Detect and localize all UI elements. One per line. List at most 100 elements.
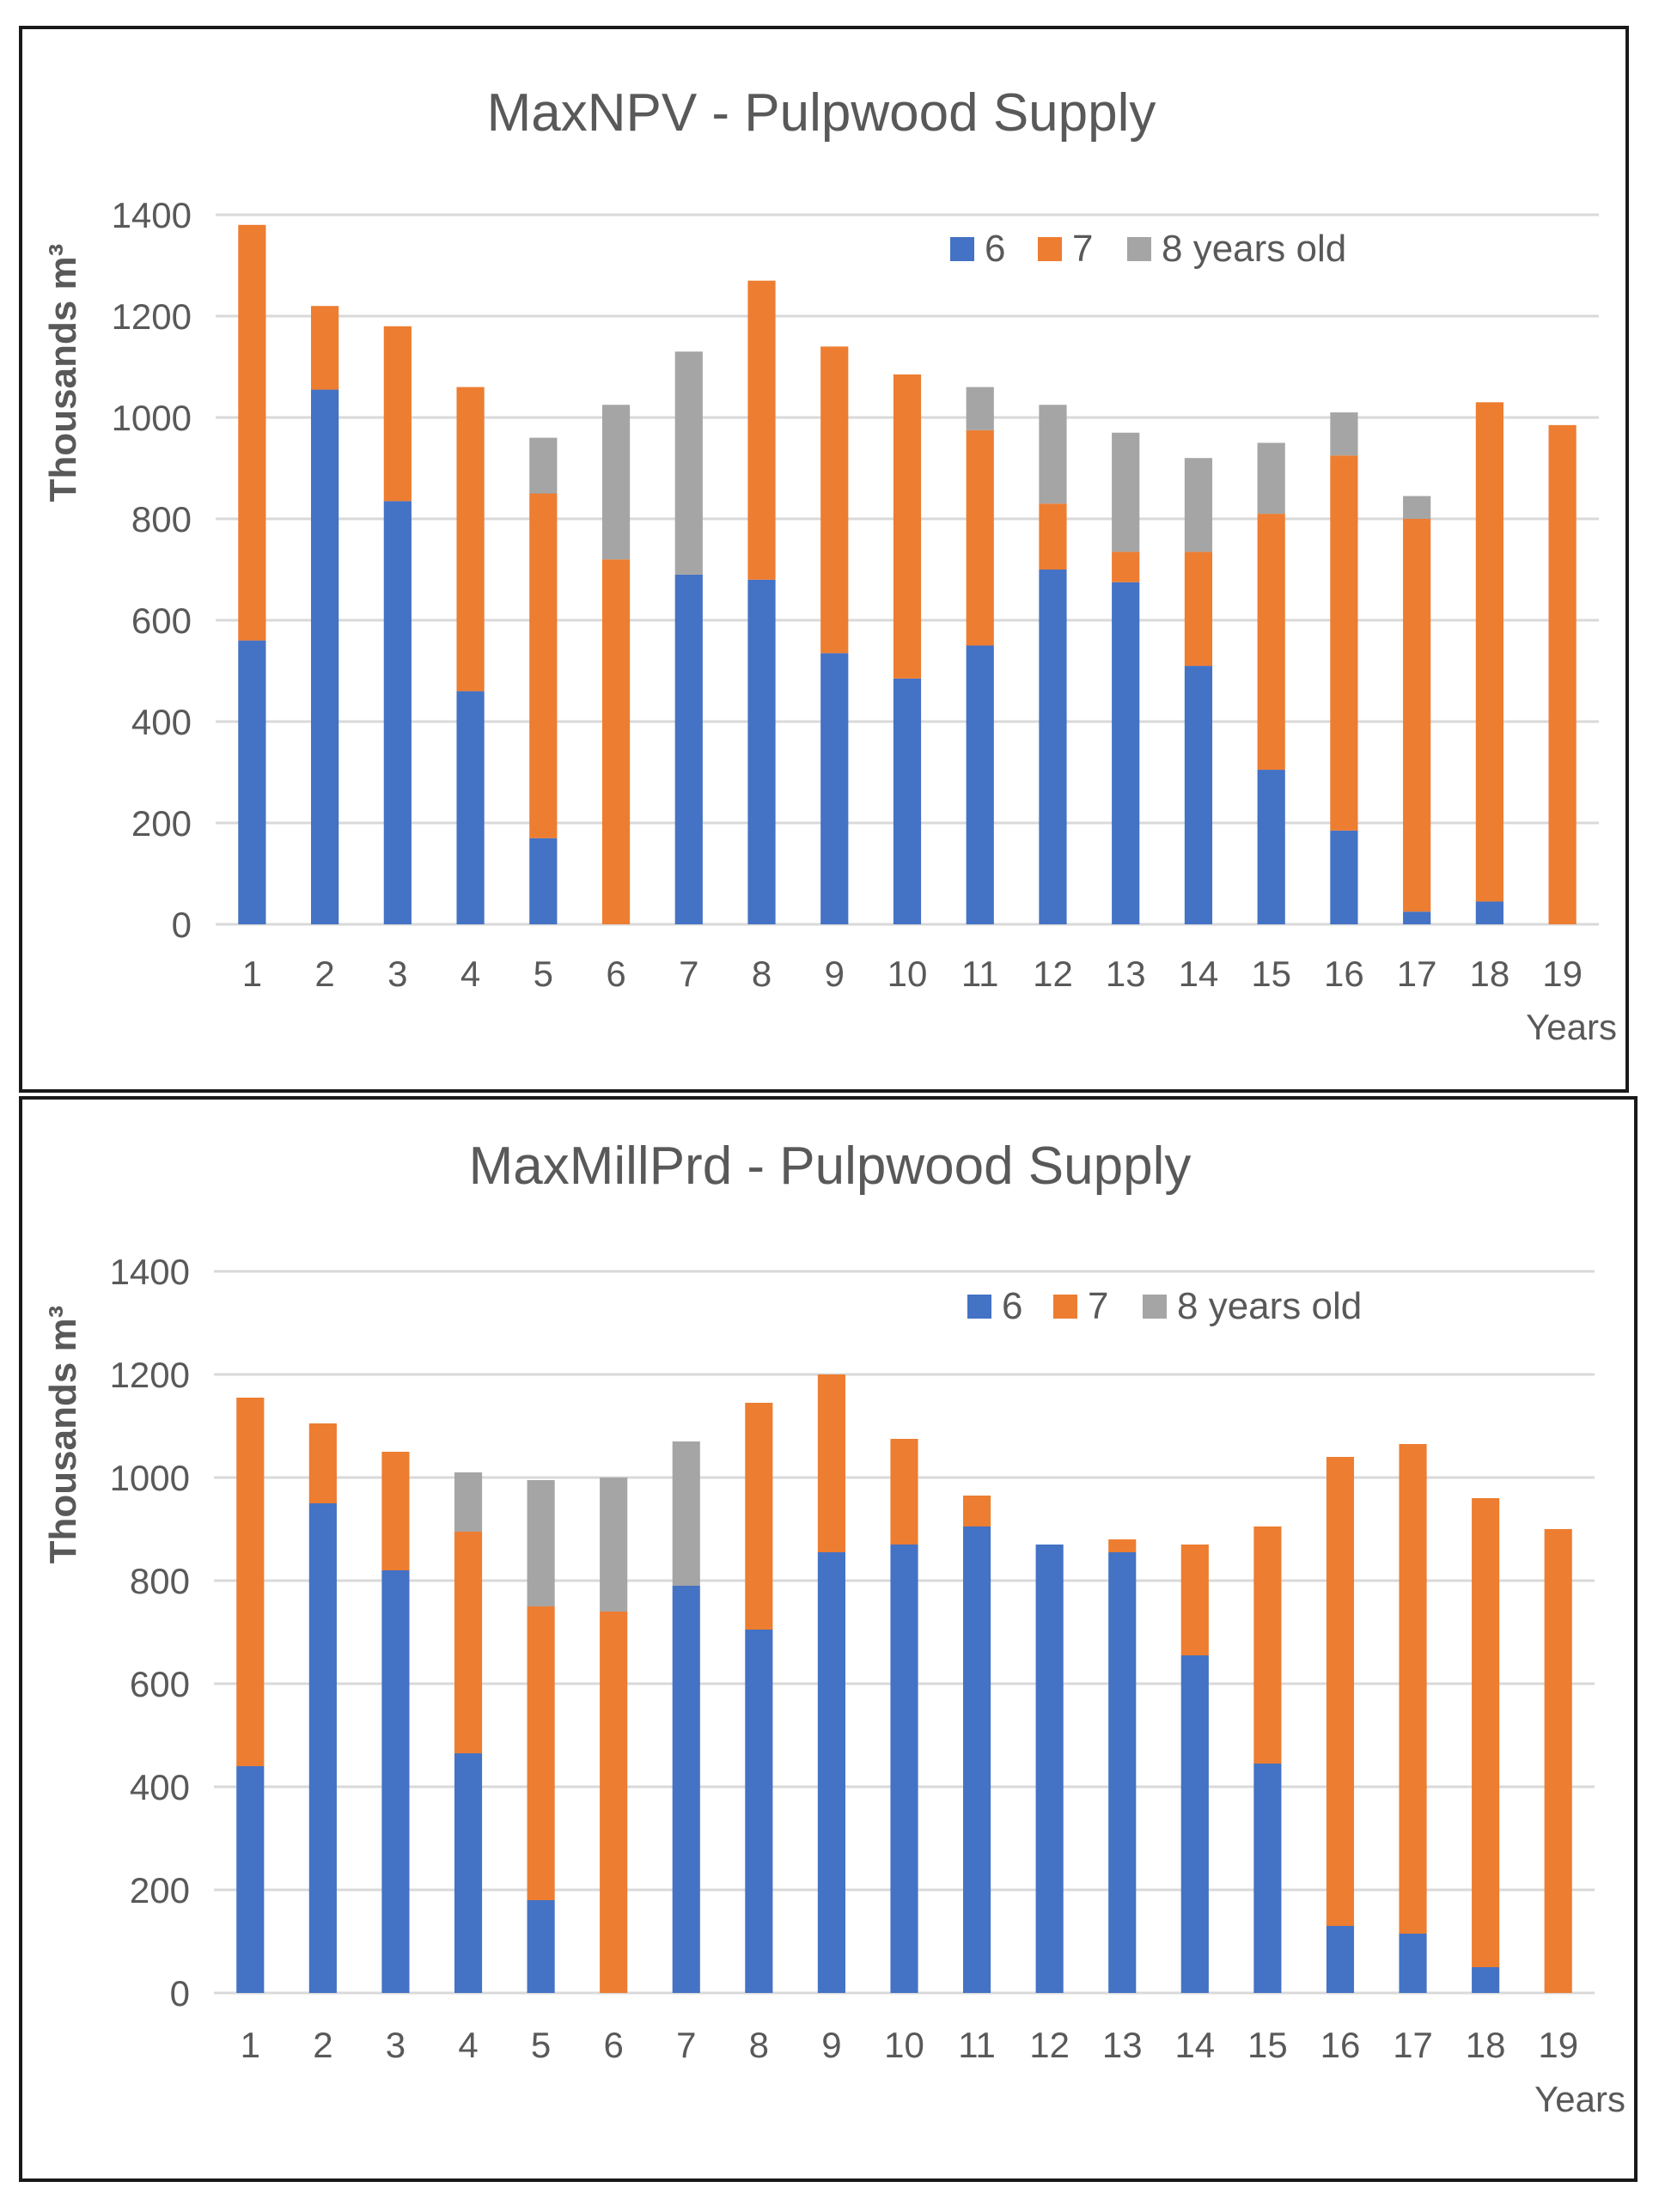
bar-year-7-series-1 xyxy=(672,1586,700,1993)
bar-year-16-series-2 xyxy=(1326,1457,1355,1926)
bar-year-12-series-2 xyxy=(1039,503,1067,570)
x-tick-label: 14 xyxy=(1174,2025,1215,2065)
bar-year-14-series-2 xyxy=(1180,1545,1209,1655)
bar-year-14-series-3 xyxy=(1184,458,1213,552)
chart-title: MaxNPV - Pulpwood Supply xyxy=(487,83,1156,143)
bar-year-7-series-3 xyxy=(672,1441,700,1586)
bar-year-17-series-3 xyxy=(1403,496,1431,519)
bar-year-14-series-1 xyxy=(1180,1655,1209,1993)
x-tick-label: 16 xyxy=(1324,954,1364,994)
chart-panel-maxnpv: MaxNPV - Pulpwood Supply 0 200 400 600 800 100… xyxy=(19,26,1629,1093)
x-tick-label: 16 xyxy=(1320,2025,1361,2065)
y-tick-label: 1000 xyxy=(112,398,192,438)
bar-year-13-series-2 xyxy=(1112,551,1140,582)
bar-year-5-series-1 xyxy=(529,838,558,924)
bar-year-8-series-2 xyxy=(747,280,776,580)
bar-year-19-series-2 xyxy=(1548,424,1577,925)
y-axis-label: Thousands m³ xyxy=(42,1306,84,1564)
x-axis-label: Years xyxy=(1526,1007,1617,1047)
bar-year-18-series-2 xyxy=(1472,1498,1500,1967)
bar-year-13-series-3 xyxy=(1112,432,1140,552)
y-tick-label: 400 xyxy=(131,702,192,742)
y-axis-label: Thousands m³ xyxy=(42,244,84,503)
bar-year-16-series-1 xyxy=(1330,830,1358,924)
bar-year-3-series-2 xyxy=(383,326,412,502)
bar-year-4-series-1 xyxy=(454,1753,483,1993)
x-tick-label: 4 xyxy=(460,954,480,994)
bar-year-8-series-2 xyxy=(745,1403,773,1630)
bar-year-6-series-3 xyxy=(601,405,631,560)
bar-year-1-series-1 xyxy=(236,1766,265,1993)
chart-panel-maxmillprd: MaxMillPrd - Pulpwood Supply 0 200 400 600 80… xyxy=(19,1096,1638,2182)
bar-year-13-series-2 xyxy=(1108,1539,1137,1552)
bar-year-17-series-1 xyxy=(1399,1934,1427,1993)
x-tick-label: 7 xyxy=(679,954,698,994)
bar-year-3-series-1 xyxy=(381,1570,410,1993)
y-tick-label: 200 xyxy=(130,1870,190,1910)
bar-year-2-series-2 xyxy=(308,1423,337,1503)
bar-year-5-series-3 xyxy=(529,437,558,494)
x-tick-label: 15 xyxy=(1251,954,1291,994)
y-tick-label: 600 xyxy=(130,1664,190,1704)
bar-year-17-series-2 xyxy=(1403,519,1431,912)
x-tick-label: 12 xyxy=(1029,2025,1070,2065)
bar-year-10-series-2 xyxy=(893,374,922,679)
chart-maxmillprd: MaxMillPrd - Pulpwood Supply 0 200 400 600 80… xyxy=(42,1136,1625,2119)
bar-year-5-series-2 xyxy=(527,1606,555,1900)
x-tick-label: 7 xyxy=(676,2025,696,2065)
legend-swatch xyxy=(950,237,974,261)
bar-year-9-series-1 xyxy=(817,1552,845,1993)
bar-year-9-series-1 xyxy=(820,653,849,924)
x-tick-label: 5 xyxy=(531,2025,551,2065)
x-tick-label: 18 xyxy=(1466,2025,1506,2065)
x-tick-label: 19 xyxy=(1542,954,1583,994)
legend-swatch xyxy=(1053,1295,1077,1319)
bar-year-6-series-3 xyxy=(600,1478,628,1612)
bar-year-11-series-1 xyxy=(966,645,994,924)
bar-year-6-series-2 xyxy=(600,1612,628,1993)
bar-year-5-series-1 xyxy=(527,1900,555,1993)
bar-year-6-series-2 xyxy=(601,559,631,924)
x-tick-label: 10 xyxy=(887,954,928,994)
x-tick-label: 8 xyxy=(749,2025,769,2065)
chart-maxnpv: MaxNPV - Pulpwood Supply 0 200 400 600 800 100… xyxy=(42,83,1617,1047)
legend-swatch xyxy=(967,1295,991,1319)
bar-year-10-series-1 xyxy=(893,678,922,924)
bar-year-7-series-1 xyxy=(674,574,703,924)
x-tick-label: 5 xyxy=(534,954,553,994)
y-tick-label: 200 xyxy=(131,803,192,844)
legend-entry: 7 xyxy=(1072,228,1093,270)
x-tick-label: 14 xyxy=(1179,954,1219,994)
bar-year-18-series-1 xyxy=(1472,1967,1500,1993)
x-tick-label: 3 xyxy=(387,954,407,994)
bar-year-4-series-2 xyxy=(456,387,485,692)
y-tick-label: 0 xyxy=(170,1973,190,2014)
bar-year-9-series-2 xyxy=(817,1374,845,1552)
x-tick-label: 1 xyxy=(241,2025,260,2065)
y-tick-label: 1000 xyxy=(110,1458,190,1498)
bar-year-8-series-1 xyxy=(745,1630,773,1993)
bar-year-10-series-2 xyxy=(890,1439,918,1545)
bar-year-4-series-1 xyxy=(456,691,485,924)
bar-year-5-series-3 xyxy=(527,1480,555,1606)
bar-year-15-series-3 xyxy=(1257,442,1285,515)
x-tick-label: 12 xyxy=(1033,954,1073,994)
legend-swatch xyxy=(1038,237,1062,261)
bar-year-1-series-1 xyxy=(238,640,266,924)
bar-year-18-series-1 xyxy=(1475,901,1503,924)
x-tick-label: 2 xyxy=(313,2025,332,2065)
bar-year-13-series-1 xyxy=(1112,582,1140,924)
y-tick-label: 600 xyxy=(131,600,192,641)
y-tick-label: 0 xyxy=(172,905,192,945)
bar-year-11-series-2 xyxy=(966,430,994,646)
bar-year-8-series-1 xyxy=(747,579,776,924)
bar-year-15-series-2 xyxy=(1253,1526,1282,1764)
bar-year-12-series-1 xyxy=(1039,570,1067,924)
y-tick-label: 400 xyxy=(130,1767,190,1807)
x-tick-label: 18 xyxy=(1470,954,1510,994)
bar-year-12-series-3 xyxy=(1039,405,1067,504)
y-tick-label: 800 xyxy=(130,1561,190,1601)
bar-year-14-series-1 xyxy=(1184,666,1213,924)
bar-year-17-series-1 xyxy=(1403,911,1431,924)
x-tick-label: 17 xyxy=(1393,2025,1433,2065)
